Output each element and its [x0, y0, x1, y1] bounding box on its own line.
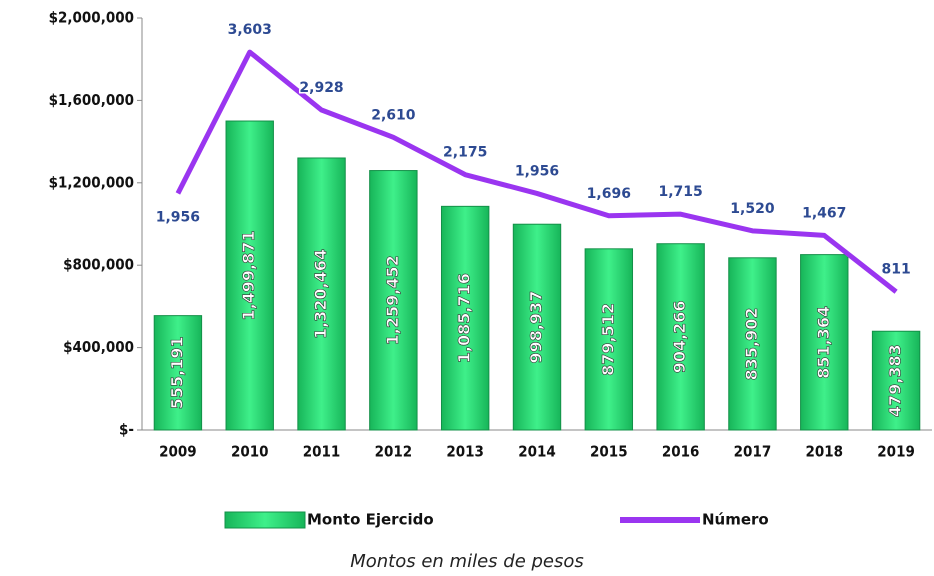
line — [175, 49, 898, 294]
bar-label: 879,512 — [598, 303, 617, 376]
line-label: 811 — [881, 262, 910, 278]
line-label: 3,603 — [228, 22, 272, 38]
x-tick-label: 2013 — [446, 443, 484, 461]
line-label: 2,175 — [443, 145, 487, 161]
bar-label: 1,499,871 — [239, 230, 258, 320]
x-tick-label: 2017 — [734, 443, 772, 461]
legend-label: Número — [702, 511, 769, 529]
bar — [297, 157, 346, 431]
line-label: 1,956 — [515, 163, 559, 179]
line-label: 1,715 — [658, 184, 702, 200]
bar — [728, 257, 777, 431]
y-tick-label: $400,000 — [63, 338, 134, 356]
line-label: 1,467 — [802, 205, 846, 221]
bar-label: 998,937 — [527, 291, 546, 364]
line-label: 1,696 — [587, 186, 631, 202]
bar — [440, 205, 490, 431]
bar — [871, 330, 921, 431]
y-tick-label: $800,000 — [63, 256, 134, 274]
bar — [153, 315, 203, 431]
line-label: 2,928 — [299, 80, 343, 96]
legend-label: Monto Ejercido — [307, 511, 434, 529]
bar-label: 904,266 — [670, 300, 689, 373]
bar-label: 555,191 — [167, 336, 186, 409]
bar-label: 1,320,464 — [311, 249, 330, 339]
x-tick-label: 2012 — [375, 443, 413, 461]
bar — [656, 243, 705, 431]
bar — [800, 254, 849, 431]
bar-label: 1,259,452 — [383, 255, 402, 345]
x-tick-label: 2014 — [518, 443, 556, 461]
y-tick-label: $1,200,000 — [49, 173, 134, 191]
x-tick-label: 2019 — [877, 443, 915, 461]
bar-label: 835,902 — [742, 307, 761, 380]
line-label: 1,956 — [156, 209, 200, 225]
bar-label: 851,364 — [814, 306, 833, 379]
bar — [512, 223, 562, 431]
x-tick-label: 2010 — [231, 443, 269, 461]
y-tick-label: $1,600,000 — [49, 91, 134, 109]
bar-label: 479,383 — [886, 344, 905, 417]
bar — [584, 248, 634, 431]
line-label: 2,610 — [371, 107, 416, 123]
y-tick-label: $- — [119, 421, 134, 439]
line-label: 1,520 — [730, 201, 775, 217]
y-tick-label: $2,000,000 — [49, 9, 134, 27]
x-tick-label: 2016 — [662, 443, 700, 461]
bar — [369, 170, 418, 431]
x-tick-label: 2015 — [590, 443, 628, 461]
x-tick-label: 2011 — [303, 443, 341, 461]
caption: Montos en miles de pesos — [350, 551, 584, 572]
x-tick-label: 2018 — [805, 443, 843, 461]
bar-label: 1,085,716 — [455, 273, 474, 363]
bar — [225, 120, 274, 431]
x-tick-label: 2009 — [159, 443, 197, 461]
legend-swatch — [224, 511, 306, 529]
